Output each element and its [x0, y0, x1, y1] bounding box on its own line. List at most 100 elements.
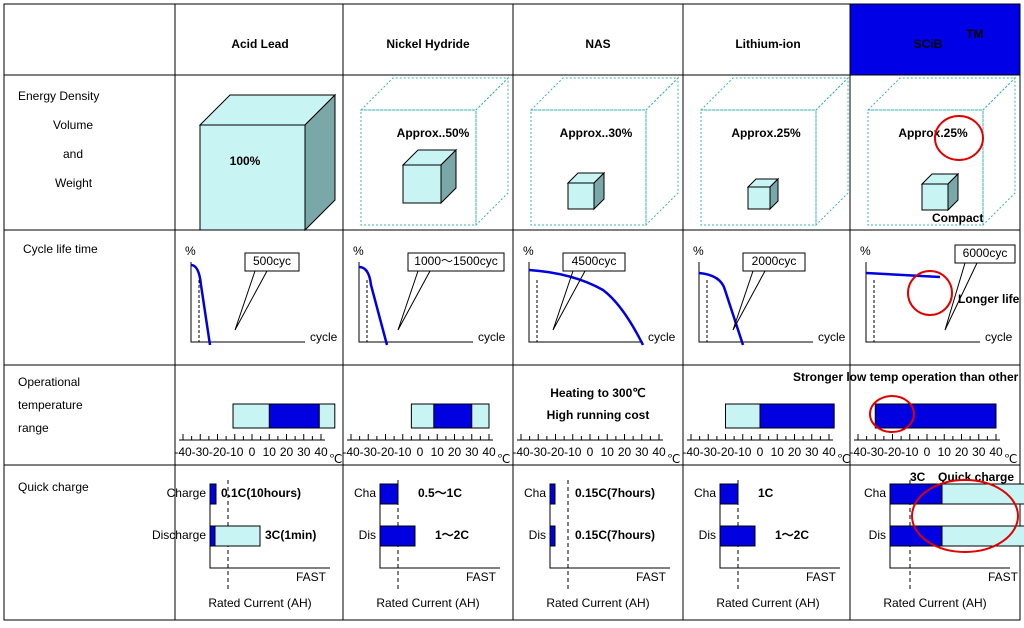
tick-label: -30	[867, 445, 885, 459]
axis-label: cycle	[648, 330, 676, 344]
tick-label: -10	[734, 445, 752, 459]
cube-front	[530, 109, 647, 226]
bar-light	[209, 525, 261, 547]
cycle-label: 4500cyc	[572, 254, 617, 268]
bar-dark	[209, 525, 216, 547]
bar-value: 0.1C(10hours)	[221, 486, 301, 500]
axis	[358, 262, 473, 343]
axis-label: cycle	[985, 330, 1013, 344]
tick-label: 40	[822, 445, 836, 459]
callout	[954, 244, 1016, 264]
axis-label: Rated Current (AH)	[546, 596, 649, 610]
tick-label: 0	[757, 445, 764, 459]
tick-label: 0	[587, 445, 594, 459]
tick-label: -40	[682, 445, 700, 459]
cycle-label: 1000～1500cyc	[414, 254, 497, 268]
callout	[244, 252, 300, 272]
energy-value: Approx.25%	[731, 126, 801, 140]
axis-label: %	[693, 244, 704, 258]
callout-pointer	[397, 270, 431, 331]
highlight-circle	[911, 479, 1019, 553]
callout	[742, 252, 806, 272]
range-dark	[759, 403, 835, 429]
column-header: Lithium-ion	[735, 37, 800, 51]
tick-label: 20	[618, 445, 632, 459]
row-label: Weight	[55, 176, 93, 190]
axis-label: FAST	[466, 570, 497, 584]
tick-label: -10	[564, 445, 582, 459]
tick-label: 10	[771, 445, 785, 459]
tick-label: -40	[174, 445, 192, 459]
column-header: Acid Lead	[231, 37, 288, 51]
row-label: Operational	[18, 375, 80, 389]
axis	[209, 484, 330, 569]
highlight-circle	[869, 395, 915, 433]
unit: ℃	[497, 452, 510, 466]
axis-label: %	[523, 244, 534, 258]
tick-label: -30	[192, 445, 210, 459]
bar-label: Cha	[354, 486, 376, 500]
bar-value: 1～2C	[775, 528, 809, 542]
row-label: Quick charge	[18, 480, 89, 494]
axis-label: cycle	[478, 330, 506, 344]
tick-label: 10	[263, 445, 277, 459]
cube-top	[529, 77, 680, 111]
axis-label: Rated Current (AH)	[208, 596, 311, 610]
axis-label: FAST	[988, 570, 1019, 584]
bar-dark	[379, 525, 416, 547]
tick-label: 40	[652, 445, 666, 459]
tick-label: -40	[849, 445, 867, 459]
cycle-curve	[865, 271, 941, 279]
cube-front	[747, 186, 771, 210]
row-label: temperature	[18, 398, 83, 412]
axis	[528, 262, 643, 343]
tick-label: 10	[601, 445, 615, 459]
bar-dark	[549, 483, 556, 505]
unit: ℃	[1004, 452, 1017, 466]
tick-label: 40	[989, 445, 1003, 459]
tick-label: 30	[635, 445, 649, 459]
callout-pointer	[234, 270, 268, 331]
cube-top	[359, 77, 510, 111]
axis-label: %	[860, 244, 871, 258]
axis-label: FAST	[806, 570, 837, 584]
bar-value: 1～2C	[435, 528, 469, 542]
bar-dark	[549, 525, 556, 547]
grid	[3, 3, 1021, 621]
cube-front	[700, 109, 817, 226]
column-header: NAS	[585, 37, 610, 51]
row-label: and	[63, 147, 83, 161]
axis-label: Rated Current (AH)	[376, 596, 479, 610]
column-header: Nickel Hydride	[386, 37, 470, 51]
tick-label: 30	[972, 445, 986, 459]
range-light	[725, 403, 761, 429]
tick-label: 20	[280, 445, 294, 459]
energy-value: Approx.25%	[898, 126, 968, 140]
callout-pointer	[552, 270, 586, 331]
highlight-header	[850, 4, 1020, 75]
cube-top	[699, 77, 850, 111]
tick-label: -40	[342, 445, 360, 459]
bar-label: Charge	[167, 486, 207, 500]
tick-label: 0	[249, 445, 256, 459]
cube-front	[867, 109, 984, 226]
axis-label: %	[353, 244, 364, 258]
axis-label: Rated Current (AH)	[883, 596, 986, 610]
energy-value: 100%	[230, 154, 261, 168]
bar-value: 0.15C(7hours)	[575, 528, 655, 542]
unit: ℃	[329, 452, 342, 466]
axis	[698, 262, 813, 343]
cube-side	[815, 76, 849, 227]
row-label: Energy Density	[18, 89, 99, 103]
bar-value: 0.5～1C	[418, 486, 462, 500]
energy-value: Approx..50%	[397, 126, 470, 140]
axis	[549, 484, 670, 569]
callout	[562, 252, 626, 272]
range-dark	[433, 403, 473, 429]
rate-label: 3C	[910, 470, 926, 484]
tick-label: -30	[360, 445, 378, 459]
row-label: range	[18, 421, 49, 435]
axis	[379, 484, 500, 569]
bar-value: 1C	[758, 486, 774, 500]
tick-label: 10	[431, 445, 445, 459]
